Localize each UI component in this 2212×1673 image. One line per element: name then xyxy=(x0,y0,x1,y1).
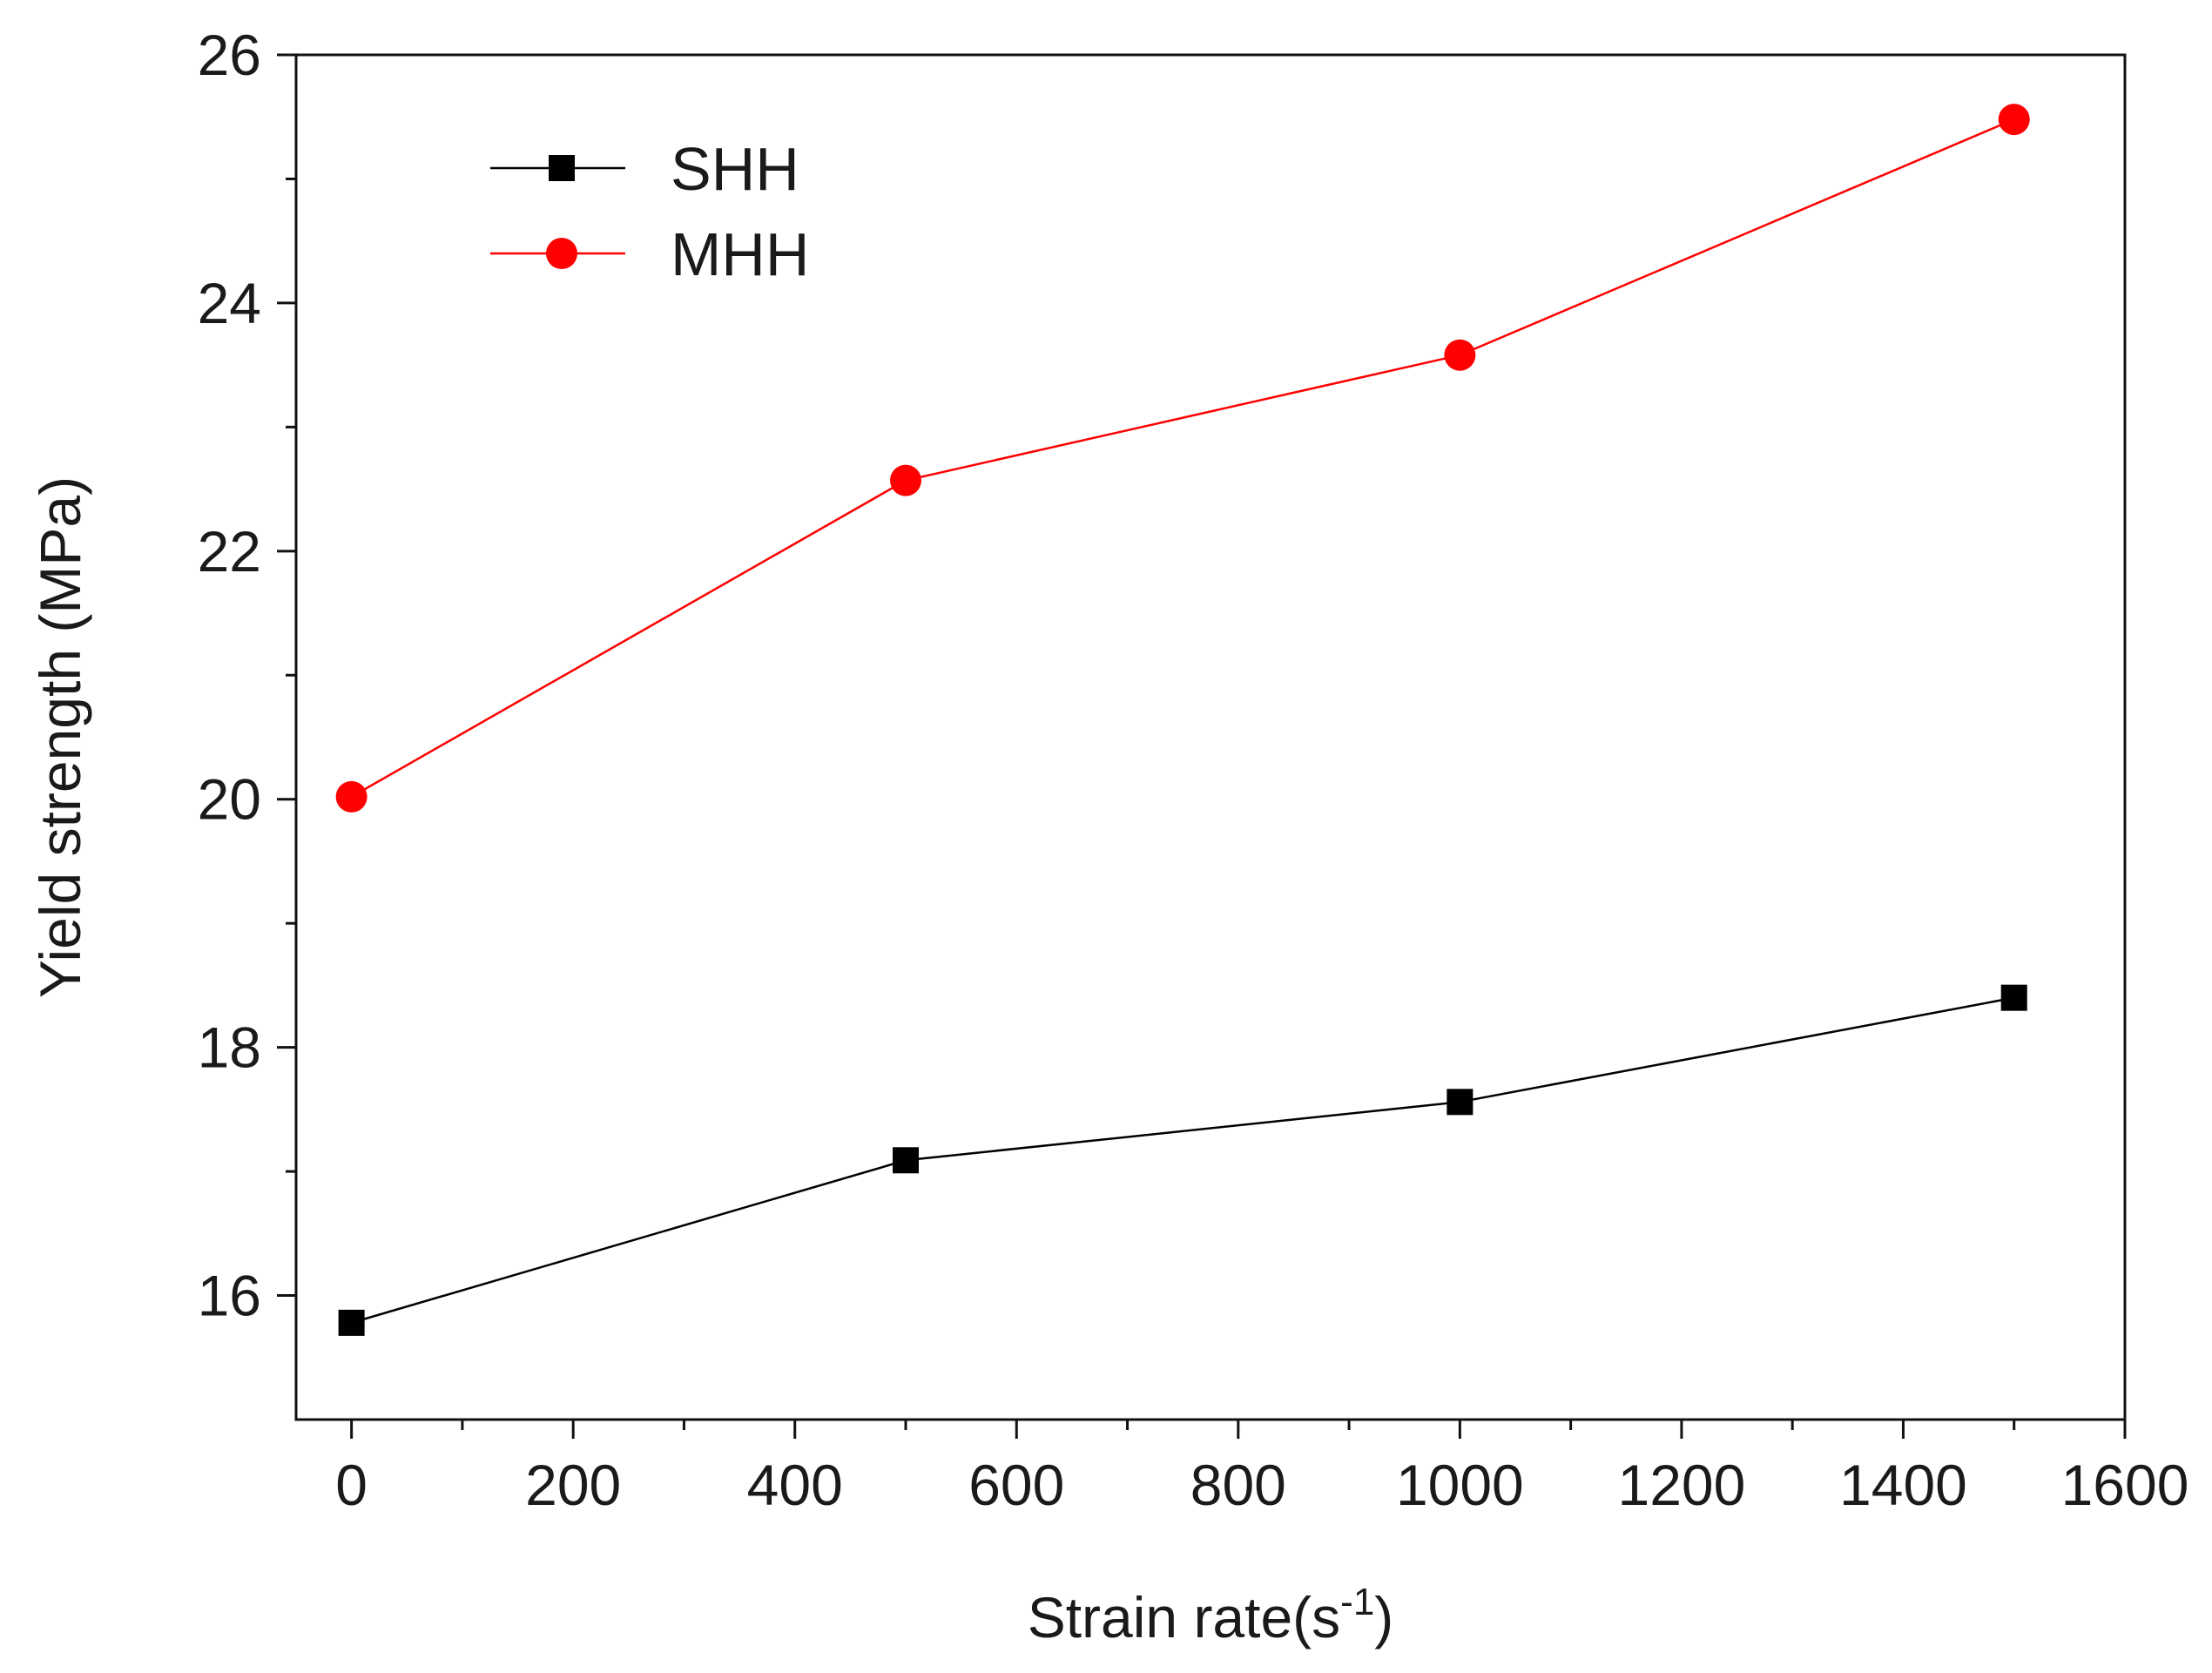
data-point-shh xyxy=(893,1147,919,1174)
y-axis-title: Yield strength (MPa) xyxy=(28,476,92,998)
y-tick-label: 24 xyxy=(198,271,261,335)
x-tick-label: 1400 xyxy=(1839,1453,1967,1517)
data-point-shh xyxy=(1447,1089,1474,1116)
data-point-mhh xyxy=(1998,104,2030,136)
y-tick-label: 20 xyxy=(198,767,261,832)
series-layer xyxy=(335,104,2030,1336)
x-axis-title-suffix: ) xyxy=(1374,1585,1393,1649)
legend: SHH MHH xyxy=(490,135,809,288)
plot-frame xyxy=(294,53,2127,1421)
x-tick-label: 0 xyxy=(335,1453,368,1517)
data-point-mhh xyxy=(890,464,921,496)
legend-marker xyxy=(546,238,577,269)
legend-label: MHH xyxy=(671,220,809,288)
x-axis-title-superscript: -1 xyxy=(1340,1581,1374,1623)
data-point-shh xyxy=(2000,984,2027,1011)
x-tick-label: 600 xyxy=(968,1453,1064,1517)
x-tick-label: 1000 xyxy=(1396,1453,1524,1517)
legend-item-mhh: MHH xyxy=(490,220,809,288)
y-tick-label: 18 xyxy=(198,1015,261,1080)
x-tick-label: 200 xyxy=(525,1453,621,1517)
data-point-shh xyxy=(338,1309,365,1336)
axes-layer: 0 200 400 600 800 1000 1200 1400 1600 16 18 20 22 24 2… xyxy=(28,23,2188,1649)
legend-item-shh: SHH xyxy=(490,135,799,203)
series-shh xyxy=(338,984,2027,1336)
x-axis-title-main: Strain rate(s xyxy=(1028,1585,1340,1649)
data-point-mhh xyxy=(335,780,368,813)
y-tick-label: 16 xyxy=(198,1264,261,1328)
x-tick-label: 400 xyxy=(747,1453,843,1517)
series-mhh xyxy=(335,104,2030,813)
series-line-mhh xyxy=(351,118,2015,798)
y-tick-label: 22 xyxy=(198,519,261,584)
legend-marker xyxy=(549,155,575,181)
x-tick-label: 800 xyxy=(1190,1453,1286,1517)
series-line-shh xyxy=(351,996,2014,1325)
x-tick-label: 1200 xyxy=(1617,1453,1745,1517)
data-point-mhh xyxy=(1444,339,1476,371)
legend-label: SHH xyxy=(671,135,799,203)
y-tick-label: 26 xyxy=(198,23,261,87)
x-axis-title: Strain rate(s-1) xyxy=(1028,1581,1394,1649)
x-tick-label: 1600 xyxy=(2061,1453,2189,1517)
